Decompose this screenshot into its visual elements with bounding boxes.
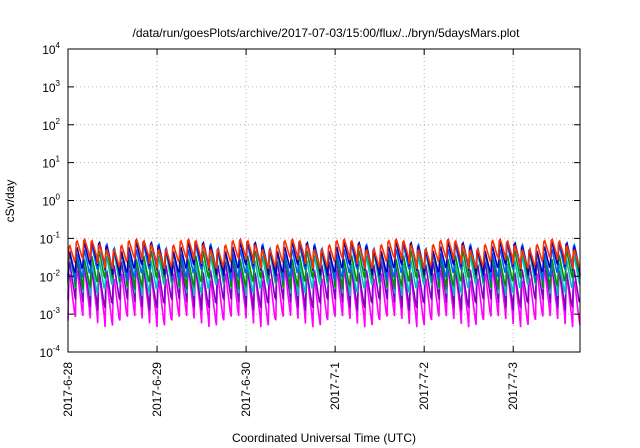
series-line (67, 260, 581, 311)
y-tick-label: 102 (42, 117, 60, 133)
y-ticks: 10-4 10-3 10-2 10-1 100 101 102 103 104 (40, 41, 580, 360)
x-axis-label: Coordinated Universal Time (UTC) (232, 431, 416, 445)
x-tick-label: 2017-6-28 (61, 362, 75, 417)
grid (68, 49, 580, 352)
y-axis-label: cSv/day (3, 180, 17, 223)
x-tick-label: 2017-7-3 (506, 362, 520, 410)
x-tick-label: 2017-6-30 (239, 362, 253, 417)
series-layer (67, 237, 581, 328)
y-tick-label: 10-3 (40, 306, 61, 322)
x-tick-label: 2017-6-29 (150, 362, 164, 417)
x-tick-label: 2017-7-1 (328, 362, 342, 410)
y-tick-label: 10-1 (40, 230, 61, 246)
y-tick-label: 104 (42, 41, 60, 57)
y-tick-label: 10-2 (40, 268, 61, 284)
series-line (67, 269, 581, 328)
y-tick-label: 10-4 (40, 344, 61, 360)
y-tick-label: 100 (42, 193, 60, 209)
x-ticks: 2017-6-28 2017-6-29 2017-6-30 2017-7-1 2017-… (61, 49, 520, 417)
series-line (67, 237, 581, 270)
y-tick-label: 103 (42, 79, 60, 95)
chart-title: /data/run/goesPlots/archive/2017-07-03/1… (133, 26, 521, 40)
y-tick-label: 101 (42, 155, 60, 171)
x-tick-label: 2017-7-2 (417, 362, 431, 410)
